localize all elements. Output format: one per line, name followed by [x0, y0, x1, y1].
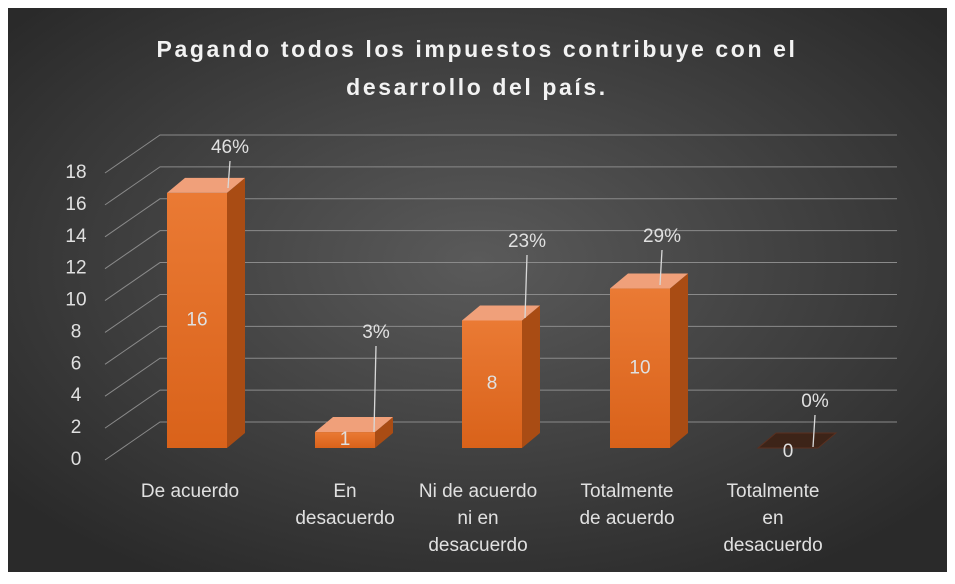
y-tick-label: 8	[71, 321, 82, 342]
y-tick-label: 12	[65, 258, 86, 279]
bar-top	[462, 305, 540, 321]
x-tick-label: De acuerdo	[141, 481, 239, 502]
bar	[610, 273, 688, 448]
y-tick-label: 14	[65, 226, 87, 247]
grid-line	[104, 166, 897, 206]
bar-front	[315, 432, 375, 448]
percent-label: 3%	[362, 322, 390, 343]
leader-line	[659, 249, 663, 286]
value-label: 10	[629, 357, 650, 378]
bar-top	[167, 177, 245, 193]
x-tick-label: en	[762, 508, 783, 529]
bar-front	[167, 192, 227, 448]
y-tick-label: 0	[71, 449, 82, 470]
leader-line	[227, 160, 231, 189]
chart-title: Pagando todos los impuestos contribuye c…	[156, 36, 798, 100]
bar-side	[522, 305, 540, 448]
percent-label: 46%	[211, 137, 249, 158]
value-label: 0	[783, 441, 794, 462]
bar-side	[375, 417, 393, 448]
x-tick-label: desacuerdo	[428, 535, 527, 556]
y-tick-label: 10	[65, 290, 86, 311]
value-label: 8	[487, 373, 498, 394]
percent-label: 29%	[643, 226, 681, 247]
value-label: 16	[186, 309, 207, 330]
leader-line	[373, 345, 377, 433]
grid-line	[104, 230, 897, 270]
y-tick-label: 4	[71, 385, 82, 406]
bar	[462, 305, 540, 448]
percent-label: 23%	[508, 231, 546, 252]
x-tick-label: ni en	[457, 508, 498, 529]
value-label: 1	[340, 429, 351, 450]
y-tick-label: 2	[71, 417, 82, 438]
y-tick-label: 18	[65, 162, 86, 183]
x-tick-label: desacuerdo	[723, 535, 822, 556]
bar-top	[610, 273, 688, 289]
y-tick-label: 16	[65, 194, 86, 215]
leader-line	[812, 414, 816, 448]
grid-line	[104, 262, 897, 301]
grid-line	[104, 198, 897, 238]
x-tick-label: Ni de acuerdo	[419, 481, 537, 502]
x-tick-label: Totalmente	[581, 481, 674, 502]
x-tick-label: de acuerdo	[579, 508, 674, 529]
leader-line	[524, 254, 528, 319]
bar-side	[670, 273, 688, 448]
bar-side	[227, 177, 245, 448]
percent-label: 0%	[801, 391, 829, 412]
background	[8, 8, 947, 572]
x-tick-label: desacuerdo	[295, 508, 394, 529]
bar	[756, 432, 838, 449]
bar-front	[462, 320, 522, 448]
bar	[167, 177, 245, 448]
y-tick-label: 6	[71, 353, 82, 374]
x-tick-label: Totalmente	[727, 481, 820, 502]
x-tick-label: En	[333, 481, 356, 502]
bar-front	[610, 288, 670, 448]
bar-top	[756, 432, 838, 449]
grid-line	[104, 134, 897, 174]
